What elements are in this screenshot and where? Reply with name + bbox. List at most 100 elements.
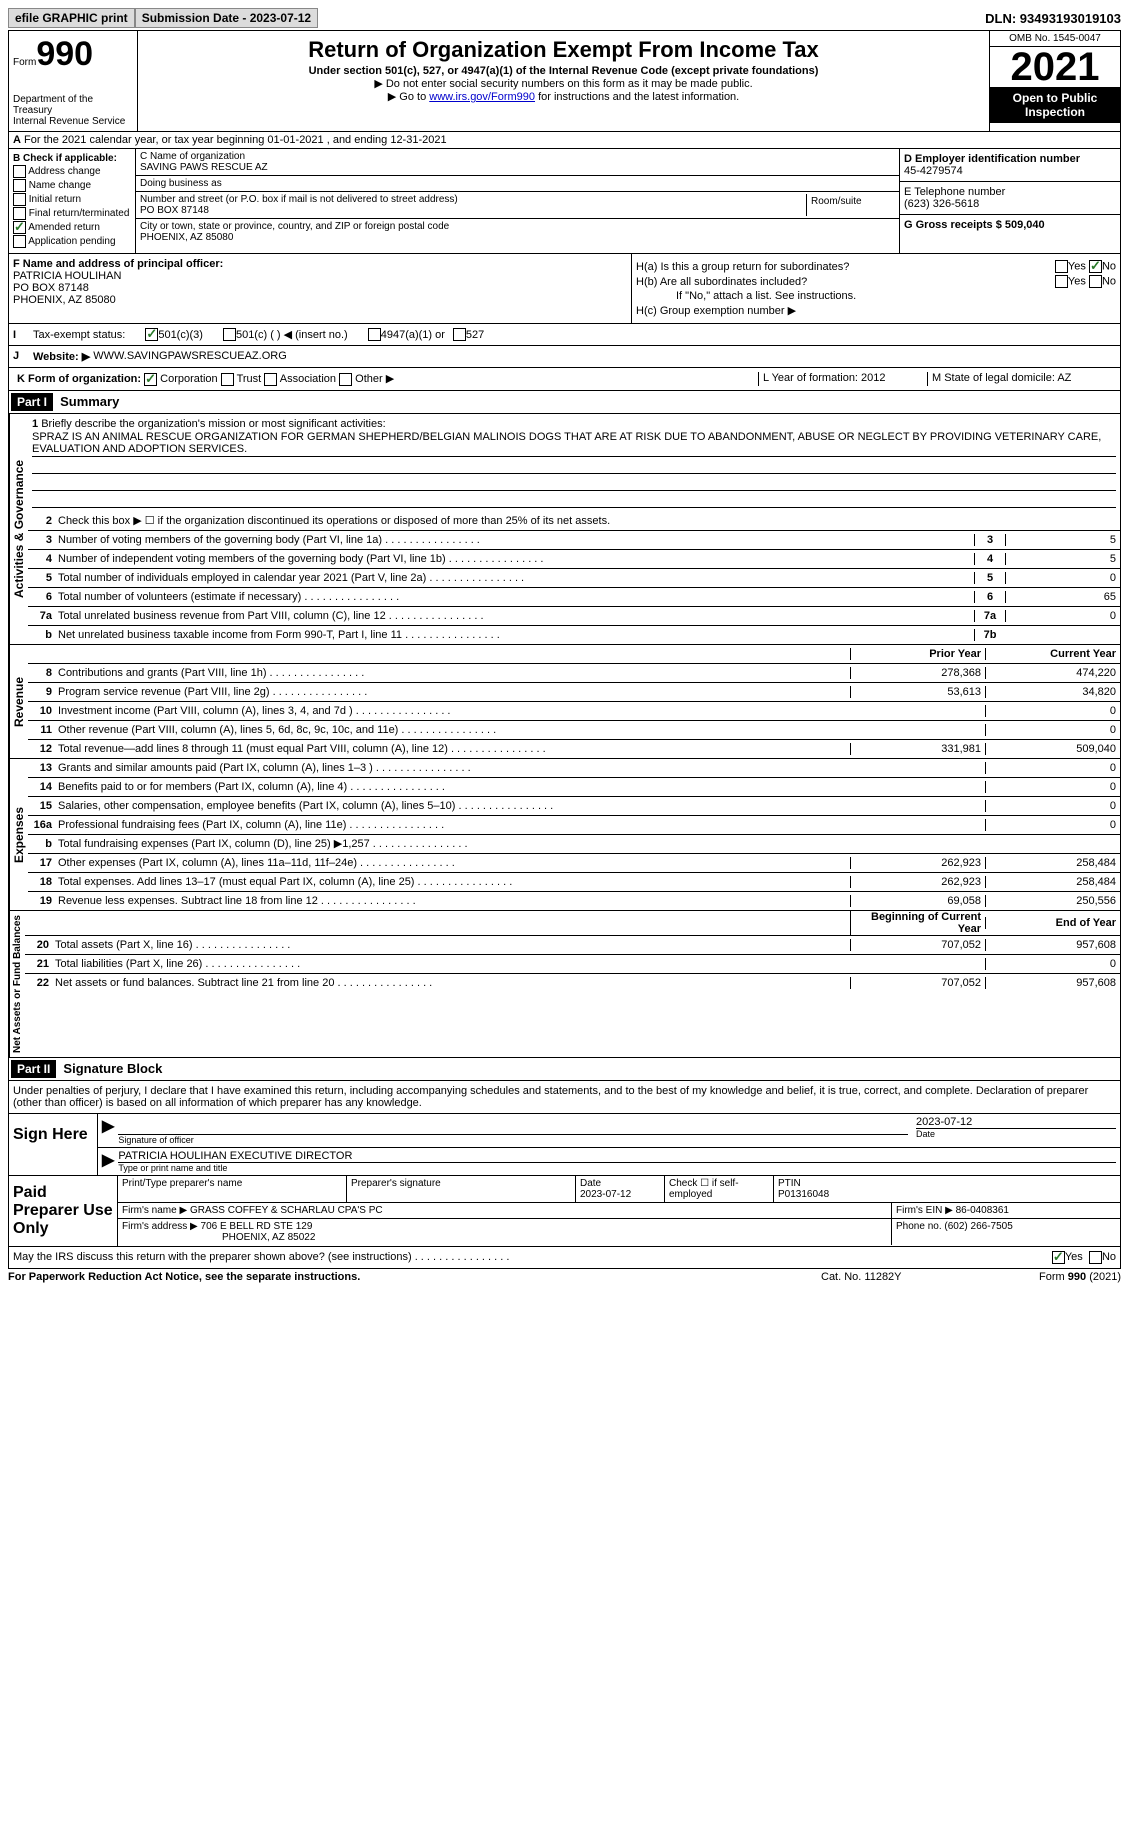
table-row: 19Revenue less expenses. Subtract line 1… — [28, 892, 1120, 910]
table-row: 8Contributions and grants (Part VIII, li… — [28, 664, 1120, 683]
mission-label: Briefly describe the organization's miss… — [41, 418, 385, 430]
prep-date: 2023-07-12 — [580, 1189, 631, 1200]
name-change-checkbox[interactable] — [13, 179, 26, 192]
firm-addr-label: Firm's address ▶ — [122, 1221, 198, 1232]
table-row: 12Total revenue—add lines 8 through 11 (… — [28, 740, 1120, 758]
addr-change-checkbox[interactable] — [13, 165, 26, 178]
form-org-label: K Form of organization: — [17, 373, 141, 385]
501c-checkbox[interactable] — [223, 328, 236, 341]
form-number: 990 — [36, 35, 93, 73]
hb-no-checkbox[interactable] — [1089, 275, 1102, 288]
state-domicile: M State of legal domicile: AZ — [927, 372, 1116, 386]
firm-ein: 86-0408361 — [956, 1205, 1009, 1216]
hc-label: H(c) Group exemption number ▶ — [636, 304, 1116, 317]
final-return-label: Final return/terminated — [29, 208, 130, 219]
sign-here-label: Sign Here — [9, 1114, 98, 1175]
net-vlabel: Net Assets or Fund Balances — [9, 911, 25, 1057]
irs-link[interactable]: www.irs.gov/Form990 — [429, 91, 535, 103]
form-label: Form — [13, 57, 36, 68]
revenue-section: Revenue Prior YearCurrent Year 8Contribu… — [8, 645, 1121, 759]
firm-city: PHOENIX, AZ 85022 — [222, 1232, 315, 1243]
app-pending-label: Application pending — [28, 236, 115, 247]
signature-block: Under penalties of perjury, I declare th… — [8, 1081, 1121, 1176]
phone-label: E Telephone number — [904, 186, 1116, 198]
form-subtitle-1: Under section 501(c), 527, or 4947(a)(1)… — [142, 65, 985, 77]
addr-change-label: Address change — [28, 166, 100, 177]
dba-label: Doing business as — [140, 178, 895, 189]
irs-yes-checkbox[interactable] — [1052, 1251, 1065, 1264]
city-label: City or town, state or province, country… — [140, 221, 895, 232]
tax-year-range: For the 2021 calendar year, or tax year … — [24, 134, 447, 146]
sig-officer-label: Signature of officer — [118, 1135, 908, 1145]
tax-exempt-label: Tax-exempt status: — [33, 329, 125, 341]
name-change-label: Name change — [29, 180, 91, 191]
table-row: 14Benefits paid to or for members (Part … — [28, 778, 1120, 797]
officer-addr: PO BOX 87148 — [13, 282, 89, 294]
initial-return-checkbox[interactable] — [13, 193, 26, 206]
org-name-label: C Name of organization — [140, 151, 895, 162]
irs-yes-label: Yes — [1065, 1251, 1083, 1264]
current-year-label: Current Year — [985, 648, 1120, 660]
prep-sig-label: Preparer's signature — [347, 1176, 576, 1202]
ptin-value: P01316048 — [778, 1189, 829, 1200]
section-i: I Tax-exempt status: 501(c)(3) 501(c) ( … — [8, 324, 1121, 346]
table-row: 10Investment income (Part VIII, column (… — [28, 702, 1120, 721]
goto-prefix: ▶ Go to — [388, 91, 429, 103]
assoc-checkbox[interactable] — [264, 373, 277, 386]
table-row: bNet unrelated business taxable income f… — [28, 626, 1120, 644]
arrow-icon-2: ▶ — [102, 1150, 114, 1173]
officer-city: PHOENIX, AZ 85080 — [13, 294, 116, 306]
trust-checkbox[interactable] — [221, 373, 234, 386]
ha-yes-checkbox[interactable] — [1055, 260, 1068, 273]
website-label: Website: ▶ — [33, 350, 90, 363]
ein-value: 45-4279574 — [904, 165, 963, 177]
exp-vlabel: Expenses — [9, 759, 28, 910]
hb-yes-label: Yes — [1068, 275, 1086, 287]
firm-ein-label: Firm's EIN ▶ — [896, 1205, 953, 1216]
j-label: J — [13, 350, 33, 363]
501c-label: 501(c) ( ) ◀ (insert no.) — [236, 328, 348, 341]
ha-no-checkbox[interactable] — [1089, 260, 1102, 273]
firm-phone: (602) 266-7505 — [944, 1221, 1012, 1232]
efile-button[interactable]: efile GRAPHIC print — [8, 8, 135, 28]
check-applicable-label: B Check if applicable: — [13, 153, 117, 164]
table-row: 21Total liabilities (Part X, line 26)0 — [25, 955, 1120, 974]
may-irs-label: May the IRS discuss this return with the… — [13, 1251, 1052, 1264]
mission-text: SPRAZ IS AN ANIMAL RESCUE ORGANIZATION F… — [32, 430, 1116, 457]
open-inspection: Open to Public Inspection — [990, 87, 1120, 123]
app-pending-checkbox[interactable] — [13, 235, 26, 248]
501c3-checkbox[interactable] — [145, 328, 158, 341]
table-row: 7aTotal unrelated business revenue from … — [28, 607, 1120, 626]
paid-preparer: Paid Preparer Use Only Print/Type prepar… — [8, 1176, 1121, 1247]
amended-return-checkbox[interactable] — [13, 221, 26, 234]
table-row: 18Total expenses. Add lines 13–17 (must … — [28, 873, 1120, 892]
table-row: 22Net assets or fund balances. Subtract … — [25, 974, 1120, 992]
prior-year-label: Prior Year — [850, 648, 985, 660]
table-row: 20Total assets (Part X, line 16)707,0529… — [25, 936, 1120, 955]
part1-header: Part I — [11, 393, 53, 411]
table-row: 5Total number of individuals employed in… — [28, 569, 1120, 588]
hb-note: If "No," attach a list. See instructions… — [636, 290, 1116, 302]
501c3-label: 501(c)(3) — [158, 329, 203, 341]
irs-no-checkbox[interactable] — [1089, 1251, 1102, 1264]
corp-checkbox[interactable] — [144, 373, 157, 386]
website-url: WWW.SAVINGPAWSRESCUEAZ.ORG — [93, 350, 287, 363]
527-label: 527 — [466, 329, 484, 341]
4947-checkbox[interactable] — [368, 328, 381, 341]
rev-vlabel: Revenue — [9, 645, 28, 758]
table-row: 11Other revenue (Part VIII, column (A), … — [28, 721, 1120, 740]
expenses-section: Expenses 13Grants and similar amounts pa… — [8, 759, 1121, 911]
net-assets-section: Net Assets or Fund Balances Beginning of… — [8, 911, 1121, 1058]
sig-date-label: Date — [916, 1129, 1116, 1139]
section-b: B Check if applicable: Address change Na… — [8, 149, 1121, 254]
arrow-icon: ▶ — [102, 1116, 114, 1145]
section-k: K Form of organization: Corporation Trus… — [8, 368, 1121, 391]
form-subtitle-3: ▶ Go to www.irs.gov/Form990 for instruct… — [142, 90, 985, 103]
527-checkbox[interactable] — [453, 328, 466, 341]
prep-date-label: Date — [580, 1178, 601, 1189]
hb-no-label: No — [1102, 275, 1116, 287]
ptin-label: PTIN — [778, 1178, 801, 1189]
hb-yes-checkbox[interactable] — [1055, 275, 1068, 288]
address-value: PO BOX 87148 — [140, 205, 806, 216]
other-checkbox[interactable] — [339, 373, 352, 386]
